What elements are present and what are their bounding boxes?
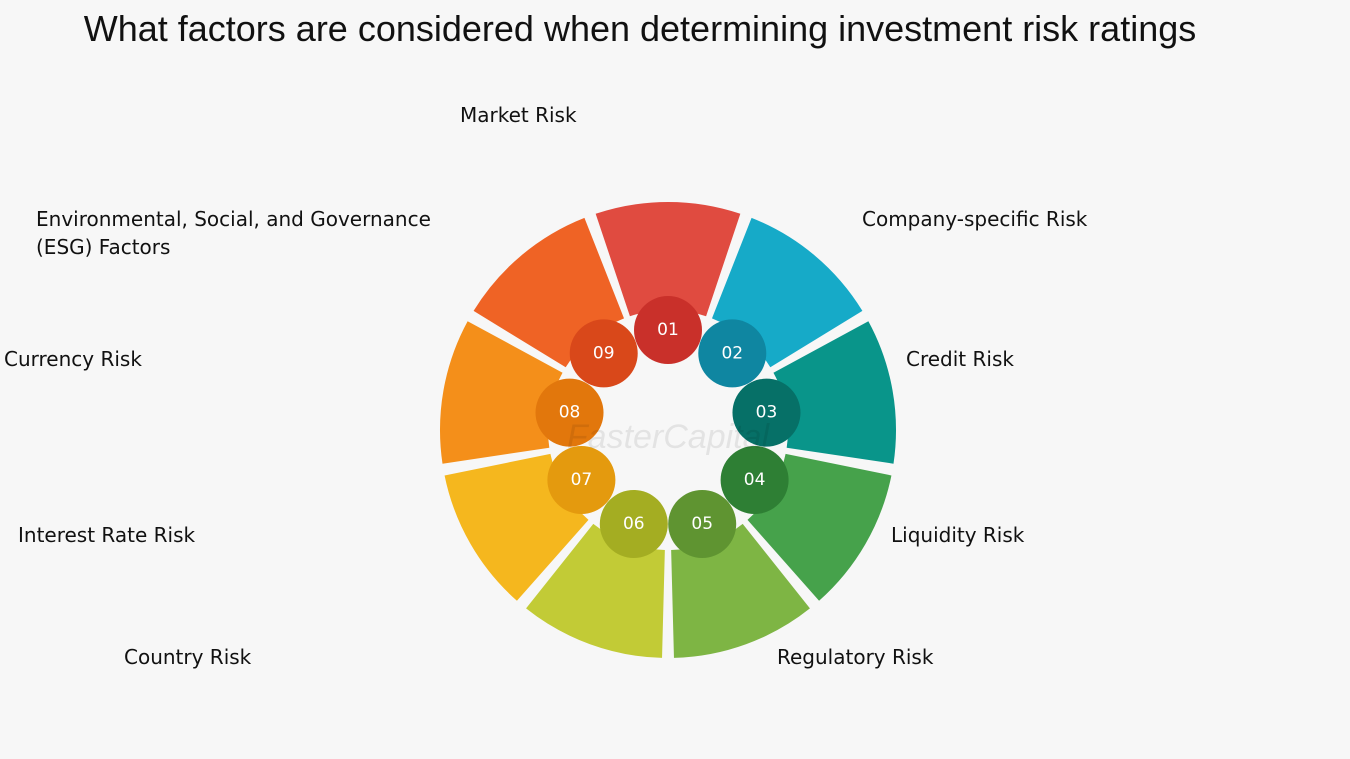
segment-number: 09 (593, 343, 615, 363)
segment-label: Credit Risk (906, 347, 1014, 371)
segment-number: 05 (691, 514, 713, 534)
segment-number: 07 (571, 470, 593, 490)
segment-label: Company-specific Risk (862, 207, 1088, 231)
segment-label: Interest Rate Risk (18, 523, 196, 547)
segment-number: 06 (623, 514, 645, 534)
title: What factors are considered when determi… (83, 8, 1197, 49)
segment-number: 02 (721, 343, 743, 363)
segment (773, 321, 896, 464)
segment-label: Currency Risk (4, 347, 142, 371)
segment (440, 321, 563, 464)
segment-label: Market Risk (460, 103, 577, 127)
segment-number: 03 (756, 403, 778, 423)
segment-label: Country Risk (124, 645, 252, 669)
number-badge (668, 489, 737, 558)
segment-label: Liquidity Risk (891, 523, 1025, 547)
number-badge (547, 446, 616, 514)
segment-label: Regulatory Risk (777, 645, 934, 669)
number-badge (599, 489, 668, 558)
number-badge (569, 319, 638, 388)
segment (595, 202, 741, 317)
number-badge (732, 378, 801, 447)
number-badge (535, 378, 604, 447)
number-badge (634, 296, 702, 364)
number-badge (720, 446, 789, 514)
segment-number: 04 (744, 470, 766, 490)
segment-number: 08 (559, 403, 581, 423)
watermark: FasterCapital (567, 418, 771, 456)
segment-label: Environmental, Social, and Governance (E… (36, 207, 431, 259)
number-badge (698, 319, 767, 388)
segment-number: 01 (657, 320, 679, 340)
